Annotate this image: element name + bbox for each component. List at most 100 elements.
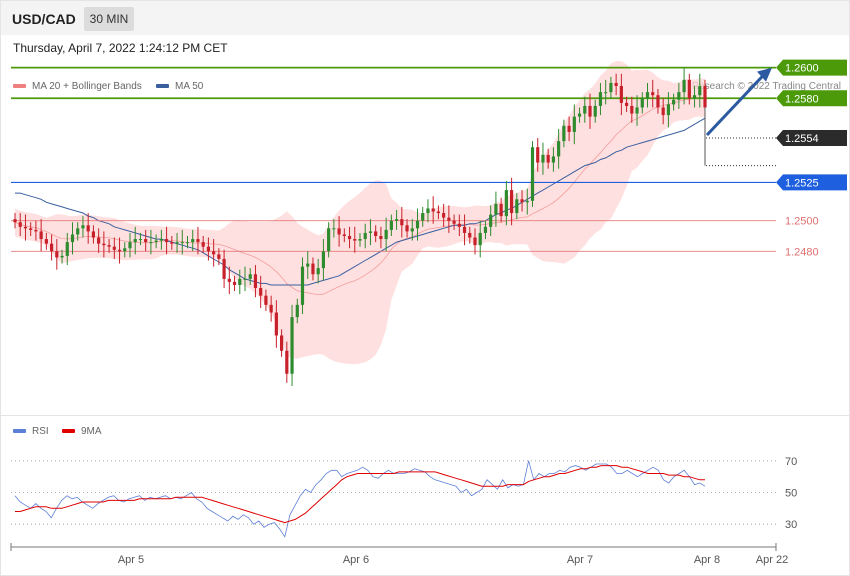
level-tag-1.2525 bbox=[776, 174, 847, 191]
candle-body bbox=[39, 231, 43, 240]
candle-body bbox=[149, 242, 153, 244]
header-bar: USD/CAD 30 MIN bbox=[1, 1, 849, 35]
candle-body bbox=[588, 105, 592, 117]
candle-body bbox=[154, 240, 158, 243]
panel-divider bbox=[1, 415, 849, 416]
candle-body bbox=[384, 229, 388, 240]
candle-body bbox=[295, 304, 299, 318]
level-label-1.2580: 1.2580 bbox=[785, 93, 819, 105]
candle-body bbox=[666, 104, 671, 116]
candle-body bbox=[577, 113, 582, 117]
candle-body bbox=[442, 213, 446, 218]
candle-body bbox=[97, 237, 101, 244]
candle-body bbox=[60, 255, 64, 258]
candle-body bbox=[102, 243, 106, 246]
candle-body bbox=[682, 79, 686, 93]
candle-body bbox=[410, 228, 414, 232]
candle-body bbox=[462, 226, 467, 233]
level-tag-1.2554 bbox=[776, 130, 847, 147]
candle-body bbox=[337, 228, 341, 235]
candle-body bbox=[264, 295, 268, 305]
candle-body bbox=[661, 107, 665, 116]
candle-body bbox=[164, 239, 169, 243]
x-tick-label: Apr 5 bbox=[118, 554, 144, 566]
candle-body bbox=[217, 254, 221, 259]
timeframe-button[interactable]: 30 MIN bbox=[84, 7, 134, 31]
candle-body bbox=[358, 239, 362, 241]
candle-body bbox=[630, 105, 634, 114]
candle-body bbox=[400, 219, 404, 226]
candle-body bbox=[212, 251, 216, 255]
candle-body bbox=[415, 220, 420, 229]
candle-body bbox=[342, 234, 346, 236]
legend-9ma-label: 9MA bbox=[81, 426, 102, 437]
candle-body bbox=[677, 92, 681, 100]
candle-body bbox=[567, 125, 571, 132]
candle-body bbox=[394, 219, 399, 221]
candle-body bbox=[624, 102, 629, 106]
bollinger-band bbox=[15, 61, 705, 365]
candle-body bbox=[374, 231, 378, 236]
candle-body bbox=[185, 242, 190, 244]
forecast-arrow-shaft bbox=[705, 74, 765, 137]
candle-body bbox=[285, 350, 289, 374]
candle-body bbox=[49, 243, 54, 252]
candle-body bbox=[222, 258, 226, 279]
candle-body bbox=[447, 217, 451, 221]
candle-body bbox=[123, 248, 127, 252]
candle-body bbox=[489, 214, 493, 227]
candle-body bbox=[478, 232, 482, 246]
candle-body bbox=[253, 274, 258, 289]
candle-body bbox=[238, 278, 242, 285]
candle-body bbox=[274, 312, 278, 336]
candle-body bbox=[604, 92, 608, 94]
candle-body bbox=[452, 220, 456, 224]
candle-body bbox=[23, 226, 28, 229]
candle-body bbox=[65, 242, 69, 256]
ma20-swatch bbox=[13, 84, 26, 89]
candle-body bbox=[557, 141, 561, 157]
level-tag-1.2600 bbox=[776, 59, 847, 76]
candle-body bbox=[698, 86, 702, 96]
candle-body bbox=[609, 82, 613, 93]
legend-ma20: MA 20 + Bollinger Bands bbox=[13, 81, 142, 92]
candle-body bbox=[551, 156, 556, 163]
candle-body bbox=[520, 199, 524, 203]
candle-body bbox=[619, 86, 623, 103]
candle-body bbox=[494, 203, 498, 215]
symbol-title: USD/CAD bbox=[12, 11, 76, 27]
candle-body bbox=[327, 228, 331, 252]
candle-body bbox=[504, 190, 508, 217]
candle-body bbox=[379, 236, 383, 240]
candle-body bbox=[306, 263, 310, 267]
candle-body bbox=[138, 239, 143, 241]
candle-body bbox=[300, 266, 305, 305]
candle-body bbox=[159, 239, 163, 241]
candle-body bbox=[431, 208, 435, 212]
candle-body bbox=[525, 200, 529, 203]
candle-body bbox=[405, 225, 409, 232]
candle-body bbox=[133, 239, 137, 243]
legend-ma50: MA 50 bbox=[156, 81, 203, 92]
candle-body bbox=[107, 245, 111, 247]
x-tick-label: Apr 7 bbox=[567, 554, 593, 566]
candle-body bbox=[232, 281, 237, 285]
level-tag-1.2580 bbox=[776, 90, 847, 107]
rsi-tick-50: 50 bbox=[785, 488, 797, 500]
candle-body bbox=[227, 278, 231, 282]
candle-body bbox=[426, 208, 430, 214]
candle-body bbox=[483, 226, 488, 233]
chart-datetime: Thursday, April 7, 2022 1:24:12 PM CET bbox=[13, 41, 228, 55]
rsi-tick-70: 70 bbox=[785, 456, 797, 468]
candle-body bbox=[562, 125, 566, 142]
candles-group bbox=[13, 67, 707, 386]
candle-body bbox=[180, 242, 184, 244]
ma50-line bbox=[15, 117, 706, 286]
candle-body bbox=[347, 236, 352, 240]
candle-body bbox=[44, 239, 48, 244]
candle-body bbox=[541, 154, 545, 163]
candle-body bbox=[206, 246, 211, 252]
level-label-1.2554: 1.2554 bbox=[785, 133, 819, 145]
candle-body bbox=[656, 95, 660, 108]
rsi-line bbox=[14, 460, 706, 538]
